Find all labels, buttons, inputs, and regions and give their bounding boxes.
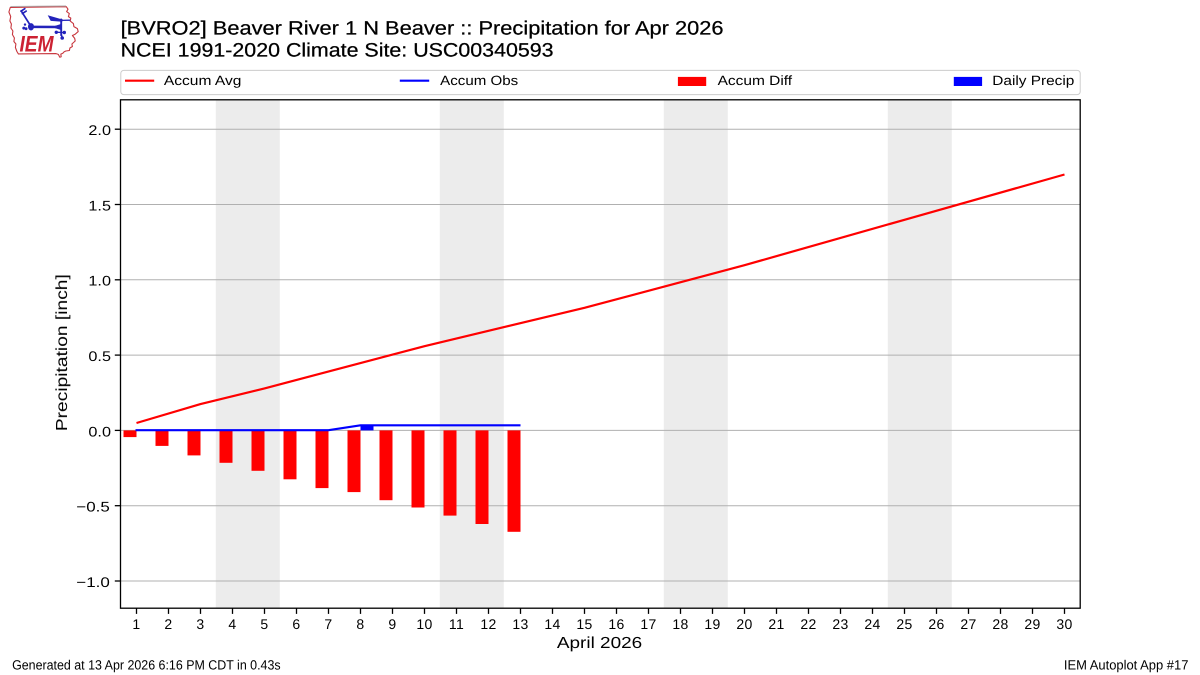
svg-text:IEM: IEM [20,32,55,57]
svg-text:Accum Avg: Accum Avg [164,73,242,88]
svg-text:9: 9 [388,616,396,632]
svg-text:Accum Diff: Accum Diff [718,73,793,88]
svg-text:20: 20 [736,616,752,632]
svg-text:23: 23 [832,616,848,632]
svg-text:0.5: 0.5 [88,348,111,364]
svg-text:0.0: 0.0 [88,423,111,439]
svg-text:2.0: 2.0 [88,122,111,138]
svg-text:8: 8 [356,616,364,632]
svg-text:Precipitation [inch]: Precipitation [inch] [54,274,71,431]
svg-text:[BVRO2] Beaver River 1 N Beave: [BVRO2] Beaver River 1 N Beaver :: Preci… [121,19,724,40]
svg-text:10: 10 [416,616,432,632]
svg-text:NCEI 1991-2020 Climate Site: U: NCEI 1991-2020 Climate Site: USC00340593 [121,41,554,62]
svg-text:13: 13 [512,616,528,632]
svg-text:21: 21 [768,616,784,632]
svg-text:26: 26 [928,616,944,632]
svg-text:25: 25 [896,616,912,632]
svg-text:22: 22 [800,616,816,632]
svg-text:15: 15 [576,616,592,632]
svg-text:11: 11 [449,616,464,632]
svg-text:Accum Obs: Accum Obs [440,73,518,88]
svg-text:28: 28 [992,616,1008,632]
svg-text:19: 19 [704,616,720,632]
svg-text:7: 7 [324,616,332,632]
svg-text:4: 4 [228,616,236,632]
svg-text:1.0: 1.0 [88,273,111,289]
svg-text:−0.5: −0.5 [76,499,110,515]
svg-text:6: 6 [292,616,300,632]
svg-text:18: 18 [672,616,688,632]
svg-text:16: 16 [608,616,624,632]
svg-text:2: 2 [164,616,172,632]
svg-text:Generated at 13 Apr 2026 6:16: Generated at 13 Apr 2026 6:16 PM CDT in … [12,658,281,673]
svg-text:IEM Autoplot App #17: IEM Autoplot App #17 [1064,658,1189,673]
svg-text:1: 1 [132,616,140,632]
svg-text:29: 29 [1024,616,1040,632]
svg-text:April 2026: April 2026 [557,635,642,652]
svg-text:17: 17 [640,616,656,632]
svg-text:−1.0: −1.0 [76,574,110,590]
svg-text:14: 14 [544,616,560,632]
svg-text:1.5: 1.5 [88,197,111,213]
svg-text:3: 3 [196,616,204,632]
svg-text:5: 5 [260,616,268,632]
svg-text:12: 12 [480,616,496,632]
svg-text:30: 30 [1056,616,1072,632]
svg-text:Daily Precip: Daily Precip [992,73,1074,88]
svg-text:27: 27 [960,616,976,632]
svg-text:24: 24 [864,616,880,632]
